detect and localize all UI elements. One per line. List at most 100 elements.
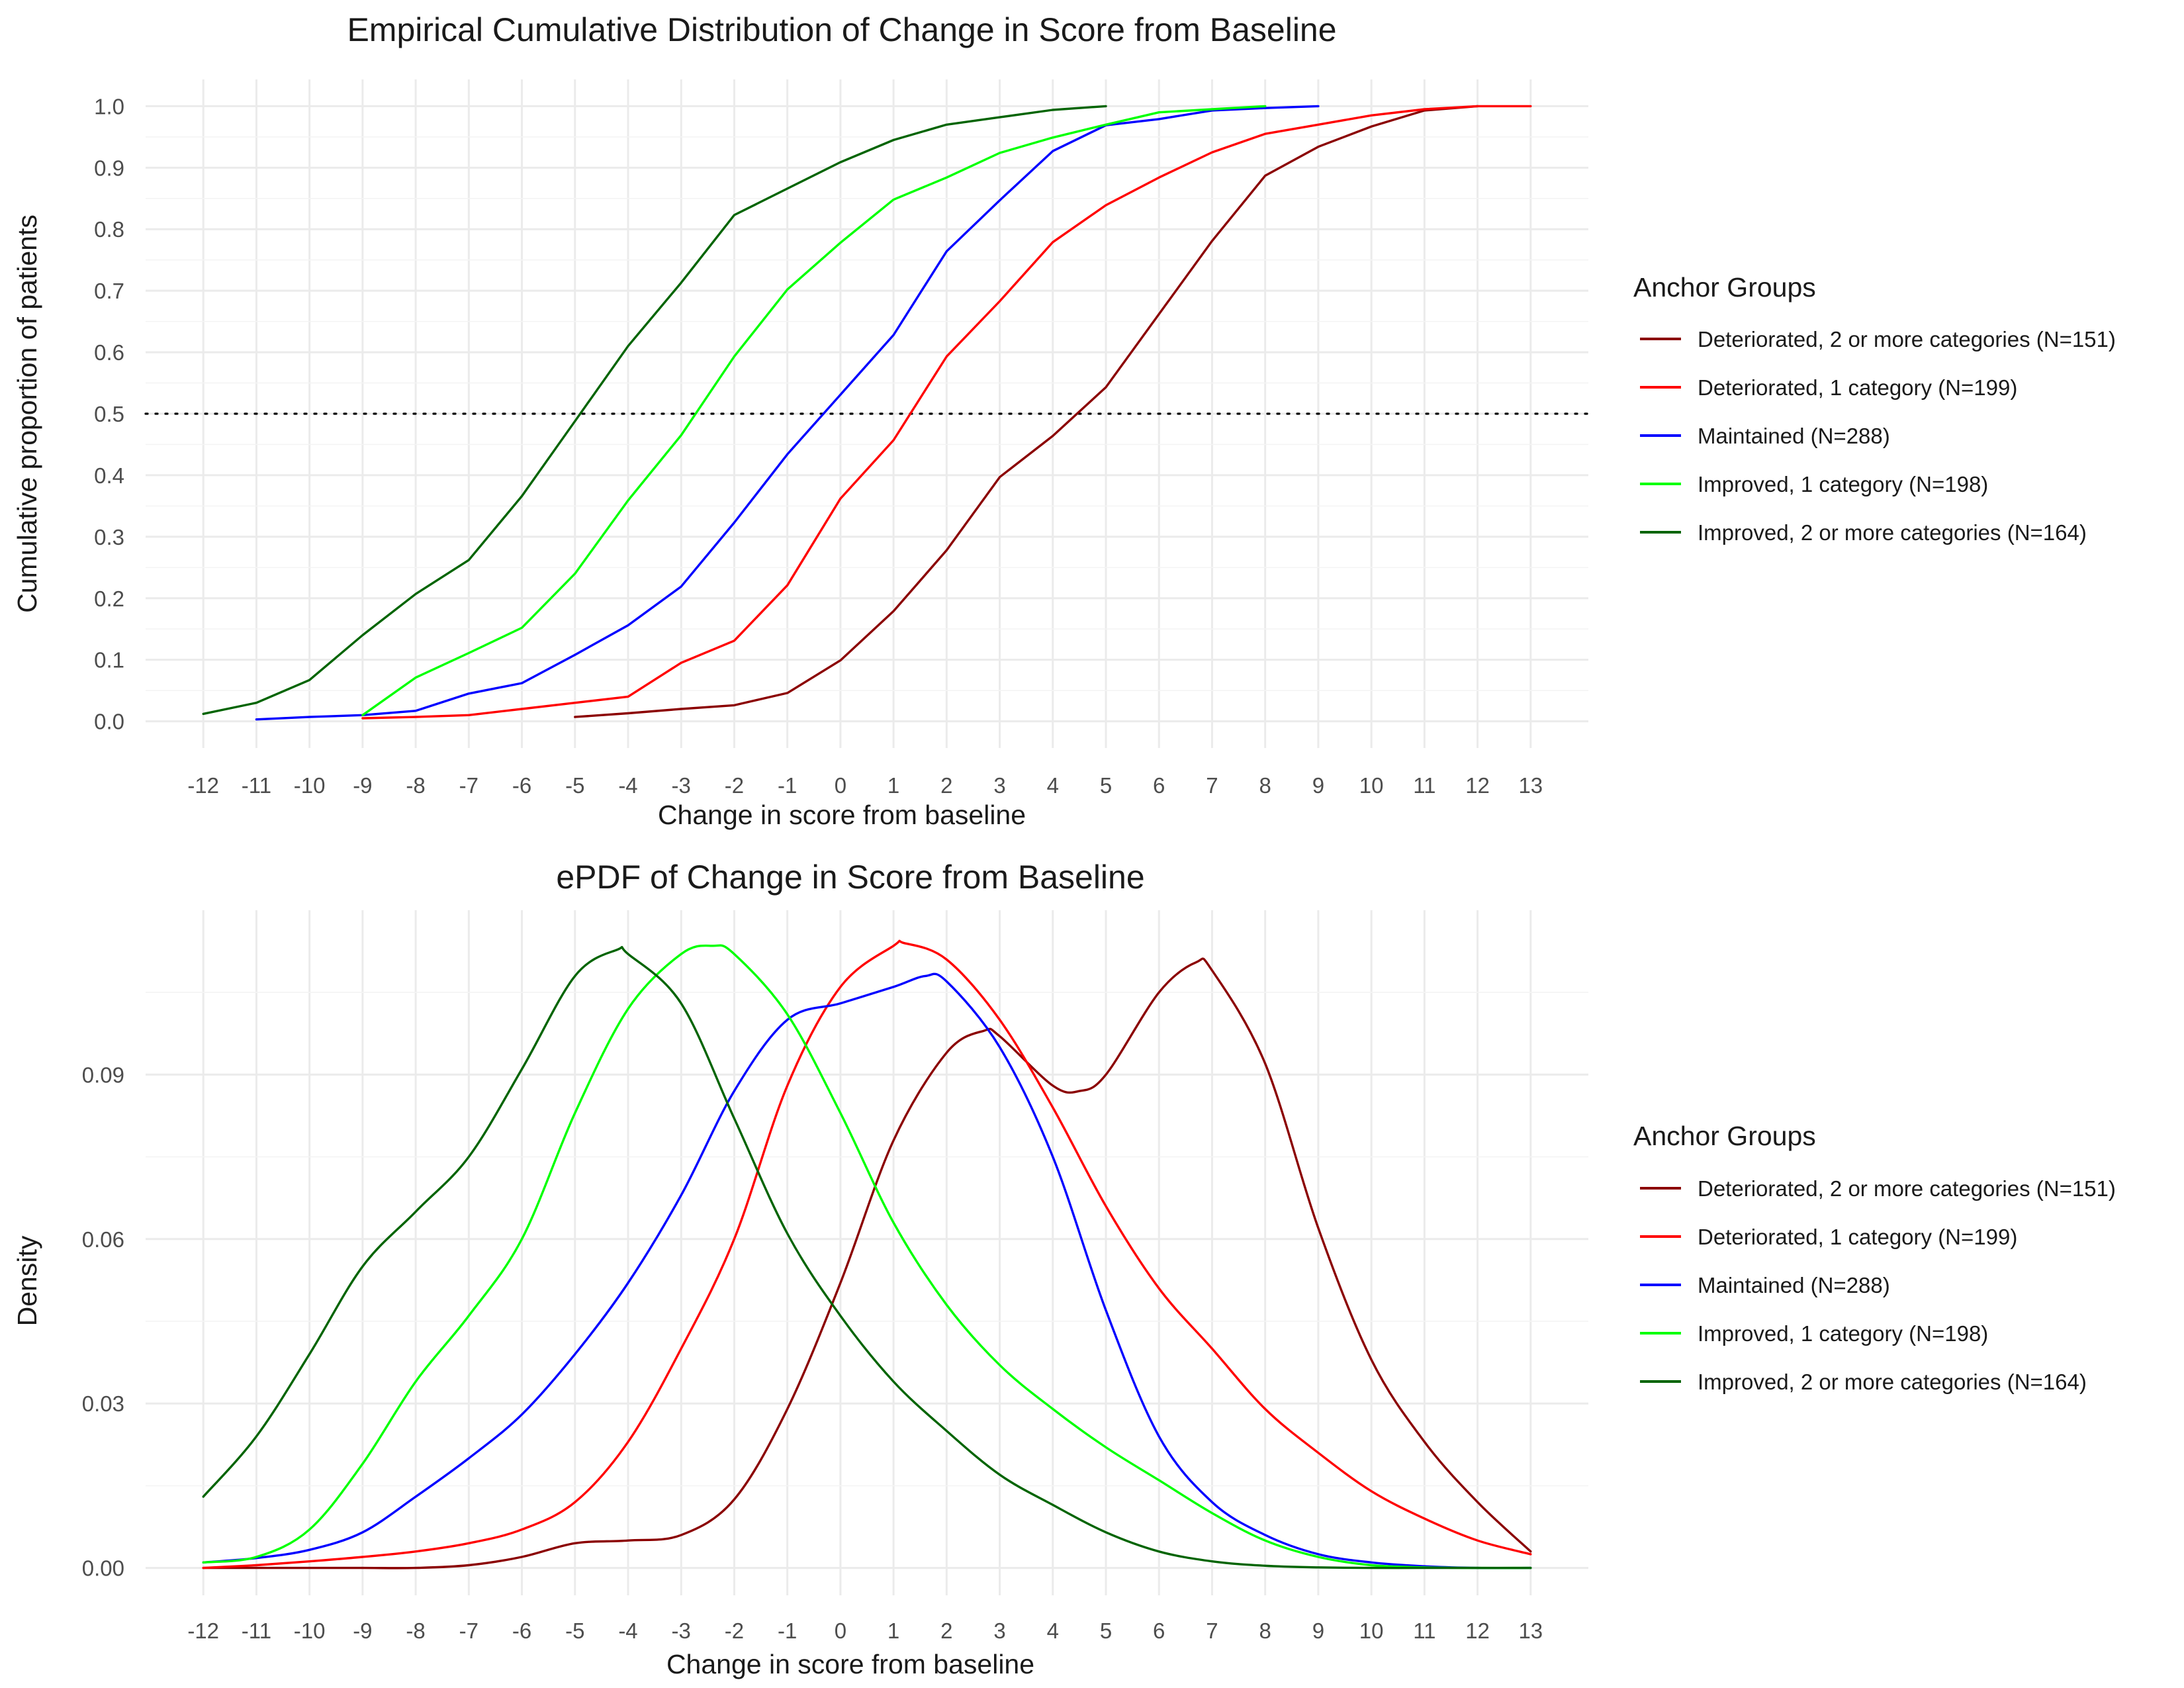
x-tick-label: 10 [1359,1618,1384,1643]
x-tick-label: 0 [835,1618,846,1643]
y-tick-label: 0.7 [94,279,124,303]
ecdf-panel: Empirical Cumulative Distribution of Cha… [12,11,2116,830]
x-tick-label: 13 [1518,1618,1543,1643]
series-line-deteriorated-2 [202,957,1532,1570]
series-line-improved-2 [202,105,1107,716]
x-tick-label: -6 [512,773,531,798]
epdf-legend-title: Anchor Groups [1633,1121,1816,1151]
epdf-legend: Anchor Groups Deteriorated, 2 or more ca… [1633,1121,2116,1394]
ecdf-y-tick-labels: 0.0 0.1 0.2 0.3 0.4 0.5 0.6 0.7 0.8 0.9 1.0 [94,94,124,733]
epdf-panel: ePDF of Change in Score from Baseline 0.… [12,859,2116,1679]
epdf-legend-items: Deteriorated, 2 or more categories (N=15… [1640,1176,2116,1394]
x-tick-label: -3 [672,1618,691,1643]
x-tick-label: 2 [940,1618,952,1643]
x-tick-label: 6 [1153,773,1165,798]
ecdf-legend-items: Deteriorated, 2 or more categories (N=15… [1640,327,2116,545]
x-tick-label: 3 [993,1618,1005,1643]
x-tick-label: -9 [353,1618,372,1643]
series-line-maintained [202,972,1532,1570]
x-tick-label: 6 [1153,1618,1165,1643]
series-line-improved-1 [361,105,1267,716]
x-tick-label: 8 [1259,773,1271,798]
x-tick-label: -1 [778,1618,797,1643]
x-tick-label: -7 [459,773,478,798]
x-tick-label: -6 [512,1618,531,1643]
y-tick-label: 0.4 [94,463,124,488]
legend-label: Deteriorated, 2 or more categories (N=15… [1698,327,2116,352]
y-tick-label: 0.0 [94,710,124,734]
ecdf-legend: Anchor Groups Deteriorated, 2 or more ca… [1633,272,2116,545]
x-tick-label: -5 [565,1618,584,1643]
epdf-y-axis-title: Density [12,1235,42,1326]
x-tick-label: 9 [1312,773,1324,798]
x-tick-label: -8 [406,773,425,798]
y-tick-label: 0.03 [82,1391,124,1416]
x-tick-label: -2 [725,1618,744,1643]
y-tick-label: 0.09 [82,1062,124,1087]
x-tick-label: -11 [242,1618,271,1643]
x-tick-label: -12 [187,1618,219,1643]
y-tick-label: 0.5 [94,402,124,426]
series-line-deteriorated-1 [202,939,1532,1570]
x-tick-label: 8 [1259,1618,1271,1643]
x-tick-label: -11 [242,773,271,798]
series-line-improved-2 [202,946,1532,1570]
x-tick-label: 2 [940,773,952,798]
x-tick-label: -4 [618,773,637,798]
y-tick-label: 0.1 [94,648,124,673]
x-tick-label: 1 [887,1618,899,1643]
x-tick-label: 3 [993,773,1005,798]
legend-label: Deteriorated, 1 category (N=199) [1698,1225,2017,1249]
series-line-maintained [255,105,1320,721]
y-tick-label: 0.00 [82,1556,124,1581]
x-tick-label: 12 [1465,773,1490,798]
ecdf-x-axis-title: Change in score from baseline [658,800,1026,830]
x-tick-label: 13 [1518,773,1543,798]
x-tick-label: -9 [353,773,372,798]
x-tick-label: -10 [294,773,326,798]
epdf-series-lines [202,939,1532,1570]
x-tick-label: -5 [565,773,584,798]
legend-label: Improved, 1 category (N=198) [1698,472,1988,496]
epdf-x-axis-title: Change in score from baseline [666,1649,1034,1679]
x-tick-label: -2 [725,773,744,798]
x-tick-label: 4 [1047,1618,1059,1643]
epdf-x-tick-labels: -12 -11 -10 -9 -8 -7 -6 -5 -4 -3 -2 -1 0 1 2 3 4 5 6 7 8 9 10 1… [187,1618,1543,1643]
y-tick-label: 0.6 [94,340,124,365]
x-tick-label: 5 [1100,773,1112,798]
ecdf-title: Empirical Cumulative Distribution of Cha… [347,11,1336,48]
ecdf-y-axis-title: Cumulative proportion of patients [12,214,42,613]
epdf-y-tick-labels: 0.00 0.03 0.06 0.09 [82,1062,124,1580]
x-tick-label: 11 [1413,1618,1435,1643]
x-tick-label: -3 [672,773,691,798]
y-tick-label: 0.2 [94,586,124,611]
legend-label: Maintained (N=288) [1698,424,1890,448]
x-tick-label: -7 [459,1618,478,1643]
series-line-improved-1 [202,944,1532,1570]
x-tick-label: -12 [187,773,219,798]
x-tick-label: -10 [294,1618,326,1643]
legend-label: Deteriorated, 2 or more categories (N=15… [1698,1176,2116,1201]
x-tick-label: 7 [1206,1618,1218,1643]
y-tick-label: 0.3 [94,525,124,549]
y-tick-label: 0.06 [82,1227,124,1252]
x-tick-label: 7 [1206,773,1218,798]
ecdf-x-tick-labels: -12 -11 -10 -9 -8 -7 -6 -5 -4 -3 -2 -1 0 1 2 3 4 5 6 7 8 9 10 1… [187,773,1543,798]
x-tick-label: 9 [1312,1618,1324,1643]
x-tick-label: 4 [1047,773,1059,798]
x-tick-label: 12 [1465,1618,1490,1643]
ecdf-legend-title: Anchor Groups [1633,272,1816,303]
y-tick-label: 0.8 [94,217,124,242]
legend-label: Deteriorated, 1 category (N=199) [1698,375,2017,400]
x-tick-label: -8 [406,1618,425,1643]
series-line-deteriorated-1 [361,105,1532,720]
x-tick-label: 0 [835,773,846,798]
x-tick-label: -1 [778,773,797,798]
x-tick-label: 10 [1359,773,1384,798]
epdf-title: ePDF of Change in Score from Baseline [556,859,1144,896]
y-tick-label: 0.9 [94,156,124,180]
x-tick-label: 11 [1413,773,1435,798]
series-line-deteriorated-2 [574,105,1479,718]
x-tick-label: 5 [1100,1618,1112,1643]
